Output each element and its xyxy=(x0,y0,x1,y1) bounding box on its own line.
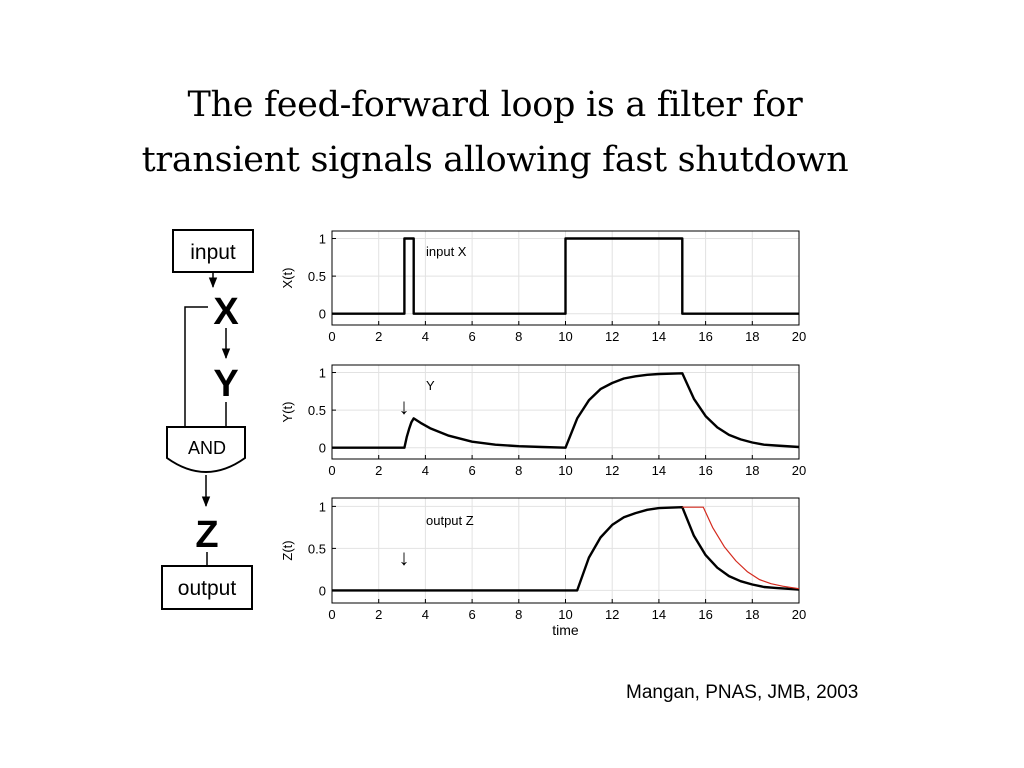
plot-panel-3: 0 2 4 6 8 10 12 14 16 18 20 0 0.5 1 Z(t) time output Z ↓ xyxy=(280,497,806,638)
x-tick-label: 14 xyxy=(652,463,666,478)
x-tick-label: 16 xyxy=(698,607,712,622)
series-line-1 xyxy=(332,372,800,449)
x-tick-label: 8 xyxy=(515,607,522,622)
y-tick-label: 0.5 xyxy=(308,403,326,418)
plot-panel-1: 0 2 4 6 8 10 12 14 16 18 20 0 0.5 1 X(t) input X xyxy=(280,230,806,344)
x-axis-label: time xyxy=(552,622,579,638)
and-gate-label: AND xyxy=(188,438,226,458)
x-tick-label: 20 xyxy=(792,329,806,344)
x-tick-label: 14 xyxy=(652,607,666,622)
x-tick-label: 8 xyxy=(515,463,522,478)
x-tick-label: 16 xyxy=(698,463,712,478)
x-tick-label: 0 xyxy=(328,607,335,622)
y-tick-label: 1 xyxy=(319,366,326,381)
output-box xyxy=(161,565,253,610)
y-tick-label: 0.5 xyxy=(308,541,326,556)
y-tick-label: 0 xyxy=(319,307,326,322)
y-tick-label: 0.5 xyxy=(308,269,326,284)
x-tick-label: 2 xyxy=(375,463,382,478)
y-tick-label: 1 xyxy=(319,499,326,514)
x-tick-label: 4 xyxy=(422,329,429,344)
circuit-diagram: input X Y AND Z output xyxy=(161,229,254,610)
slide-title: The feed-forward loop is a filter for tr… xyxy=(0,78,990,188)
x-tick-label: 6 xyxy=(468,329,475,344)
x-bypass-line xyxy=(184,306,208,427)
x-tick-label: 2 xyxy=(375,329,382,344)
y-tick-label: 1 xyxy=(319,232,326,247)
x-tick-label: 6 xyxy=(468,463,475,478)
x-tick-label: 18 xyxy=(745,329,759,344)
series-label: input X xyxy=(426,244,467,259)
x-tick-label: 10 xyxy=(558,329,572,344)
series-line-2 xyxy=(682,506,800,590)
x-tick-label: 18 xyxy=(745,607,759,622)
y-tick-label: 0 xyxy=(319,583,326,598)
citation: Mangan, PNAS, JMB, 2003 xyxy=(626,682,859,703)
x-tick-label: 12 xyxy=(605,607,619,622)
plot-panel-2: 0 2 4 6 8 10 12 14 16 18 20 0 0.5 1 Y(t) Y ↓ xyxy=(280,364,806,478)
series-label: output Z xyxy=(426,513,474,528)
series-label: Y xyxy=(426,378,435,393)
node-y: Y xyxy=(213,363,238,405)
y-axis-label: Y(t) xyxy=(280,402,295,423)
node-z: Z xyxy=(195,514,218,556)
x-tick-label: 6 xyxy=(468,607,475,622)
output-label: output xyxy=(178,577,237,600)
x-tick-label: 12 xyxy=(605,463,619,478)
down-arrow-annotation: ↓ xyxy=(399,394,410,419)
x-tick-label: 20 xyxy=(792,607,806,622)
y-axis-label: X(t) xyxy=(280,268,295,289)
y-tick-label: 0 xyxy=(319,441,326,456)
x-tick-label: 14 xyxy=(652,329,666,344)
x-tick-label: 18 xyxy=(745,463,759,478)
and-gate xyxy=(166,426,246,473)
x-tick-label: 20 xyxy=(792,463,806,478)
x-tick-label: 16 xyxy=(698,329,712,344)
x-tick-label: 4 xyxy=(422,463,429,478)
x-tick-label: 10 xyxy=(558,463,572,478)
series-line-1 xyxy=(332,237,799,315)
x-tick-label: 0 xyxy=(328,463,335,478)
node-x: X xyxy=(213,291,239,333)
input-label: input xyxy=(190,241,236,264)
x-tick-label: 8 xyxy=(515,329,522,344)
x-tick-label: 4 xyxy=(422,607,429,622)
x-tick-label: 0 xyxy=(328,329,335,344)
x-tick-label: 10 xyxy=(558,607,572,622)
x-tick-label: 2 xyxy=(375,607,382,622)
x-tick-label: 12 xyxy=(605,329,619,344)
down-arrow-annotation: ↓ xyxy=(399,545,410,570)
y-axis-label: Z(t) xyxy=(280,540,295,560)
slide-title-line-2: transient signals allowing fast shutdown xyxy=(141,140,849,180)
slide-title-line-1: The feed-forward loop is a filter for xyxy=(187,85,803,125)
